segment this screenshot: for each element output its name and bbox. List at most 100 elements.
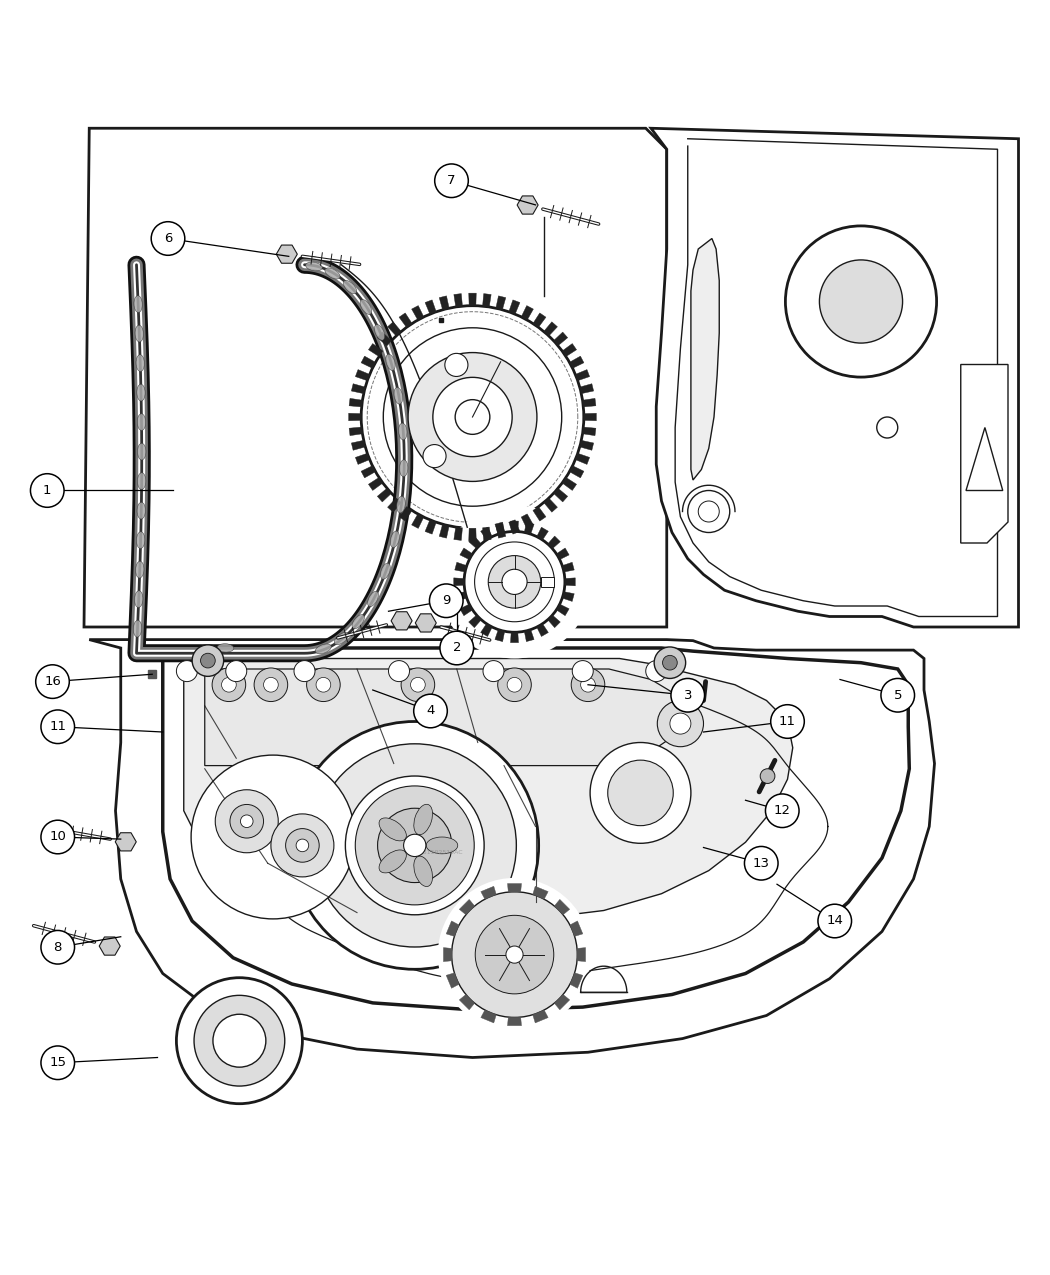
Polygon shape — [691, 238, 719, 479]
Circle shape — [483, 660, 504, 682]
Polygon shape — [565, 578, 575, 585]
Circle shape — [688, 491, 730, 533]
Circle shape — [423, 445, 446, 468]
Ellipse shape — [334, 632, 349, 645]
Polygon shape — [495, 523, 505, 534]
Circle shape — [506, 946, 523, 963]
Circle shape — [408, 353, 537, 482]
Circle shape — [744, 847, 778, 880]
Polygon shape — [454, 293, 462, 307]
Polygon shape — [651, 129, 1018, 627]
Ellipse shape — [136, 384, 145, 402]
Text: 5: 5 — [894, 688, 902, 701]
Polygon shape — [468, 615, 481, 627]
Polygon shape — [387, 321, 401, 335]
Circle shape — [819, 260, 903, 343]
Polygon shape — [537, 528, 548, 539]
Circle shape — [222, 677, 236, 692]
Polygon shape — [468, 293, 477, 306]
Polygon shape — [454, 527, 462, 541]
Circle shape — [296, 839, 309, 852]
Polygon shape — [554, 899, 570, 914]
Circle shape — [760, 769, 775, 783]
Polygon shape — [377, 332, 392, 346]
Text: 4: 4 — [426, 705, 435, 718]
Ellipse shape — [306, 263, 322, 270]
Circle shape — [502, 569, 527, 594]
Ellipse shape — [399, 423, 407, 440]
Ellipse shape — [368, 592, 378, 607]
Circle shape — [464, 532, 565, 632]
Polygon shape — [355, 454, 370, 464]
Polygon shape — [481, 1010, 497, 1023]
Ellipse shape — [391, 532, 399, 547]
Polygon shape — [580, 384, 593, 394]
Polygon shape — [184, 658, 793, 921]
Circle shape — [343, 288, 602, 546]
Polygon shape — [509, 300, 520, 314]
Polygon shape — [369, 477, 383, 491]
Polygon shape — [369, 343, 383, 357]
Polygon shape — [537, 623, 548, 636]
Text: 15: 15 — [49, 1056, 66, 1070]
Polygon shape — [468, 536, 481, 548]
Polygon shape — [541, 576, 554, 587]
Text: 2: 2 — [453, 641, 461, 654]
Circle shape — [435, 164, 468, 198]
Polygon shape — [276, 245, 297, 263]
Circle shape — [507, 677, 522, 692]
Ellipse shape — [426, 836, 458, 854]
Polygon shape — [89, 640, 934, 1057]
Polygon shape — [425, 300, 436, 314]
Polygon shape — [496, 524, 506, 538]
Polygon shape — [443, 947, 452, 961]
Polygon shape — [562, 343, 576, 357]
Circle shape — [498, 668, 531, 701]
Polygon shape — [99, 937, 120, 955]
Circle shape — [438, 505, 591, 658]
Polygon shape — [518, 196, 539, 214]
Polygon shape — [352, 384, 365, 394]
Circle shape — [608, 760, 673, 826]
Circle shape — [785, 226, 937, 377]
Polygon shape — [553, 332, 568, 346]
Circle shape — [36, 664, 69, 699]
Polygon shape — [454, 578, 464, 585]
Polygon shape — [349, 427, 362, 436]
Ellipse shape — [394, 388, 403, 404]
Ellipse shape — [315, 644, 332, 654]
Polygon shape — [496, 296, 506, 310]
Text: 10: 10 — [49, 830, 66, 844]
Polygon shape — [584, 413, 596, 421]
Polygon shape — [521, 306, 533, 320]
Polygon shape — [553, 488, 568, 502]
Circle shape — [438, 878, 591, 1031]
Circle shape — [440, 631, 474, 664]
Circle shape — [433, 377, 512, 456]
Polygon shape — [352, 440, 365, 450]
Ellipse shape — [138, 444, 146, 460]
Circle shape — [30, 474, 64, 507]
Ellipse shape — [397, 496, 405, 513]
Polygon shape — [399, 506, 412, 521]
Polygon shape — [562, 562, 574, 572]
Circle shape — [230, 805, 264, 838]
Polygon shape — [349, 413, 361, 421]
Circle shape — [475, 542, 554, 622]
Text: 14: 14 — [826, 914, 843, 927]
Polygon shape — [399, 312, 412, 328]
Polygon shape — [455, 592, 467, 602]
Circle shape — [590, 742, 691, 843]
Circle shape — [877, 417, 898, 439]
Circle shape — [403, 834, 426, 857]
Polygon shape — [455, 562, 467, 572]
Polygon shape — [583, 427, 596, 436]
Polygon shape — [446, 973, 459, 988]
Polygon shape — [569, 465, 584, 478]
Polygon shape — [556, 548, 569, 560]
Circle shape — [670, 713, 691, 734]
Circle shape — [264, 677, 278, 692]
Ellipse shape — [399, 460, 407, 477]
Ellipse shape — [385, 354, 395, 371]
Polygon shape — [562, 592, 574, 602]
